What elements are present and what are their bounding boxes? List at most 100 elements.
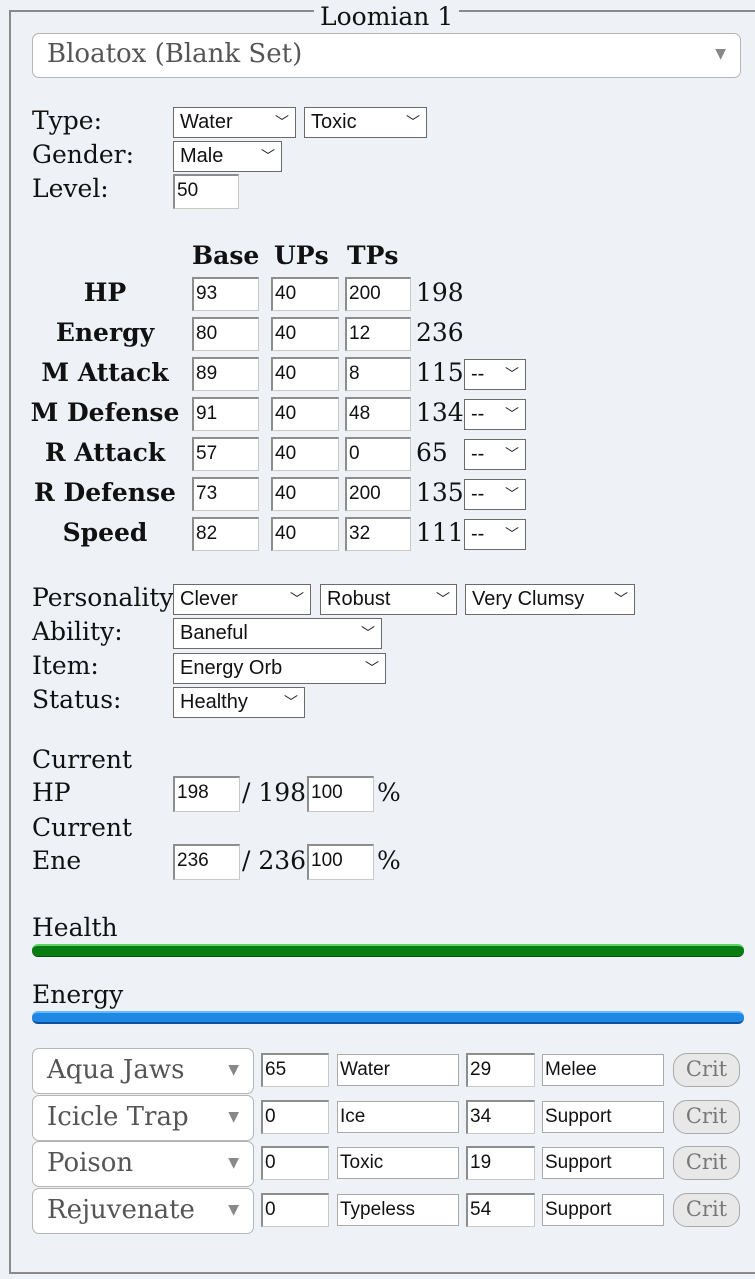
move-type-input[interactable]: Ice	[337, 1100, 459, 1133]
move-select[interactable]: Aqua Jaws ▼	[32, 1048, 254, 1094]
personality-select-3[interactable]: Very Clumsy ﹀	[465, 584, 635, 615]
tps-input[interactable]: 0	[345, 437, 411, 471]
base-stat-input[interactable]: 82	[192, 517, 259, 551]
percent-sign: %	[377, 846, 401, 875]
base-stat-input[interactable]: 91	[192, 397, 259, 431]
tps-input[interactable]: 12	[345, 317, 411, 351]
health-label: Health	[32, 913, 118, 942]
ups-input[interactable]: 40	[271, 477, 339, 511]
stat-total: 65	[416, 438, 448, 467]
move-category-input[interactable]: Support	[542, 1147, 664, 1180]
base-stat-input[interactable]: 57	[192, 437, 259, 471]
gender-label: Gender:	[32, 140, 135, 169]
move-power-input[interactable]: 0	[261, 1146, 329, 1181]
crit-button[interactable]: Crit	[673, 1099, 740, 1134]
move-energy-input[interactable]: 19	[466, 1146, 535, 1181]
base-stat-input[interactable]: 80	[192, 317, 259, 351]
ups-input[interactable]: 40	[271, 437, 339, 471]
ene-percent-input[interactable]: 100	[307, 844, 374, 880]
stat-modifier-select[interactable]: -- ﹀	[464, 519, 526, 550]
personality-label: Personality:	[32, 583, 182, 612]
health-bar-fill	[32, 944, 744, 957]
energy-bar-fill	[32, 1011, 744, 1024]
type1-select[interactable]: Water ﹀	[173, 107, 296, 138]
level-input[interactable]: 50	[173, 174, 239, 209]
base-stat-input[interactable]: 89	[192, 357, 259, 391]
move-power-input[interactable]: 0	[261, 1099, 329, 1134]
move-energy-input[interactable]: 54	[466, 1193, 535, 1228]
item-select[interactable]: Energy Orb ﹀	[173, 653, 386, 684]
move-category-input[interactable]: Support	[542, 1100, 664, 1133]
stat-label: R Defense	[34, 478, 176, 507]
hp-percent-input[interactable]: 100	[307, 776, 374, 812]
dropdown-arrow-icon: ▼	[228, 1062, 239, 1078]
stat-label: Speed	[62, 518, 148, 547]
ups-input[interactable]: 40	[271, 397, 339, 431]
move-power-input[interactable]: 65	[261, 1053, 329, 1087]
move-name: Rejuvenate	[47, 1195, 195, 1226]
move-power-input[interactable]: 0	[261, 1193, 329, 1228]
move-name: Icicle Trap	[47, 1101, 189, 1132]
tps-input[interactable]: 32	[345, 517, 411, 551]
ability-select[interactable]: Baneful ﹀	[173, 618, 382, 649]
personality-select-1[interactable]: Clever ﹀	[173, 584, 311, 615]
stat-modifier-value: --	[471, 483, 485, 505]
move-type-input[interactable]: Toxic	[337, 1147, 459, 1180]
tps-input[interactable]: 8	[345, 357, 411, 391]
header-ups: UPs	[274, 241, 329, 270]
current-hp-input[interactable]: 198	[173, 776, 240, 812]
move-select[interactable]: Poison ▼	[32, 1141, 254, 1188]
base-stat-input[interactable]: 93	[192, 277, 259, 311]
chevron-down-icon: ﹀	[436, 591, 450, 607]
current-ene-label-1: Current	[32, 813, 133, 842]
current-ene-label-2: Ene	[32, 846, 82, 875]
type2-select[interactable]: Toxic ﹀	[304, 107, 427, 138]
stat-modifier-select[interactable]: -- ﹀	[464, 359, 526, 390]
dropdown-arrow-icon: ▼	[228, 1202, 239, 1219]
move-category-input[interactable]: Melee	[542, 1054, 664, 1086]
base-stat-input[interactable]: 73	[192, 477, 259, 511]
set-select[interactable]: Bloatox (Blank Set) ▼	[32, 33, 741, 78]
ups-input[interactable]: 40	[271, 357, 339, 391]
crit-button[interactable]: Crit	[673, 1146, 740, 1181]
move-select[interactable]: Rejuvenate ▼	[32, 1188, 254, 1235]
chevron-down-icon: ﹀	[505, 486, 519, 502]
stat-modifier-select[interactable]: -- ﹀	[464, 399, 526, 430]
set-select-value: Bloatox (Blank Set)	[47, 39, 303, 69]
personality-3-value: Very Clumsy	[472, 588, 585, 610]
chevron-down-icon: ﹀	[361, 625, 375, 641]
chevron-down-icon: ﹀	[406, 114, 420, 130]
chevron-down-icon: ﹀	[505, 406, 519, 422]
status-select[interactable]: Healthy ﹀	[173, 687, 305, 718]
stat-label: M Defense	[30, 398, 180, 427]
type2-value: Toxic	[311, 111, 357, 133]
ups-input[interactable]: 40	[271, 317, 339, 351]
move-category-input[interactable]: Support	[542, 1194, 664, 1227]
move-type-input[interactable]: Water	[337, 1054, 459, 1086]
stat-modifier-select[interactable]: -- ﹀	[464, 439, 526, 470]
tps-input[interactable]: 200	[345, 477, 411, 511]
ups-input[interactable]: 40	[271, 277, 339, 311]
gender-select[interactable]: Male ﹀	[173, 141, 282, 172]
personality-select-2[interactable]: Robust ﹀	[320, 584, 457, 615]
fieldset-legend: Loomian 1	[314, 2, 460, 32]
tps-input[interactable]: 48	[345, 397, 411, 431]
move-select[interactable]: Icicle Trap ▼	[32, 1094, 254, 1141]
ability-value: Baneful	[180, 622, 248, 644]
percent-sign: %	[377, 778, 401, 807]
tps-input[interactable]: 200	[345, 277, 411, 311]
energy-label: Energy	[32, 980, 124, 1009]
move-energy-input[interactable]: 34	[466, 1099, 535, 1134]
current-ene-input[interactable]: 236	[173, 844, 240, 880]
ups-input[interactable]: 40	[271, 517, 339, 551]
header-base: Base	[192, 241, 260, 270]
move-energy-input[interactable]: 29	[466, 1053, 535, 1087]
stat-modifier-select[interactable]: -- ﹀	[464, 479, 526, 510]
level-label: Level:	[32, 174, 109, 203]
crit-button[interactable]: Crit	[673, 1193, 740, 1228]
stat-total: 135	[416, 478, 464, 507]
stat-total: 111	[416, 518, 464, 547]
chevron-down-icon: ﹀	[505, 366, 519, 382]
move-type-input[interactable]: Typeless	[337, 1194, 459, 1227]
crit-button[interactable]: Crit	[673, 1053, 740, 1087]
